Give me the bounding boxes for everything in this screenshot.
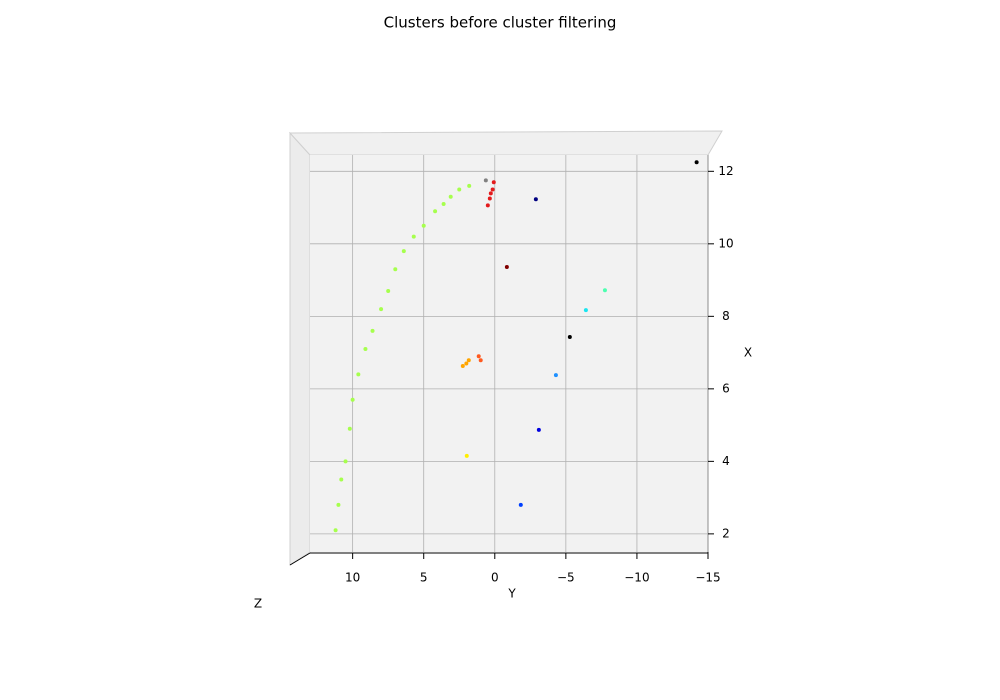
point (466, 358, 471, 363)
z-axis-label: Z (254, 597, 262, 611)
point (488, 191, 493, 196)
x-axis-label: Y (507, 587, 516, 601)
y-tick-label: 2 (722, 526, 730, 540)
point (483, 178, 488, 183)
point (476, 354, 481, 359)
point (350, 397, 355, 402)
point (347, 426, 352, 431)
point (401, 249, 406, 254)
point (491, 180, 496, 185)
x-tick-label: 5 (420, 571, 428, 585)
point (433, 209, 438, 214)
x-tick-label: −15 (695, 571, 720, 585)
point (536, 427, 541, 432)
y-tick-label: 8 (722, 309, 730, 323)
point (485, 203, 490, 208)
point (490, 187, 495, 192)
y-tick-label: 10 (718, 236, 733, 250)
x-tick-label: 0 (491, 571, 499, 585)
point (533, 197, 538, 202)
point (370, 328, 375, 333)
point (393, 267, 398, 272)
y-axis-label: X (744, 346, 752, 360)
point (464, 453, 469, 458)
top-pane (288, 130, 723, 156)
point (339, 477, 344, 482)
left-pane (289, 131, 311, 566)
point (411, 234, 416, 239)
point (343, 459, 348, 464)
z-axis-line (289, 552, 311, 566)
point (333, 528, 338, 533)
y-tick-label: 6 (722, 381, 730, 395)
chart-title: Clusters before cluster filtering (384, 14, 617, 32)
point (467, 183, 472, 188)
point (386, 288, 391, 293)
point (460, 364, 465, 369)
x-tick-label: −5 (557, 571, 575, 585)
point (448, 194, 453, 199)
point (504, 265, 509, 270)
point (464, 361, 469, 366)
point (363, 346, 368, 351)
point (518, 502, 523, 507)
x-tick-label: 10 (345, 571, 360, 585)
point (553, 373, 558, 378)
point (356, 372, 361, 377)
point (457, 187, 462, 192)
y-tick-label: 12 (718, 164, 733, 178)
point (567, 335, 572, 340)
point (441, 201, 446, 206)
back-pane (310, 155, 708, 552)
point (478, 358, 483, 363)
point (336, 502, 341, 507)
point (694, 160, 699, 165)
y-tick-label: 4 (722, 454, 730, 468)
point (583, 308, 588, 313)
point (421, 223, 426, 228)
point (379, 307, 384, 312)
point (487, 196, 492, 201)
x-tick-label: −10 (624, 571, 649, 585)
point (602, 288, 607, 293)
